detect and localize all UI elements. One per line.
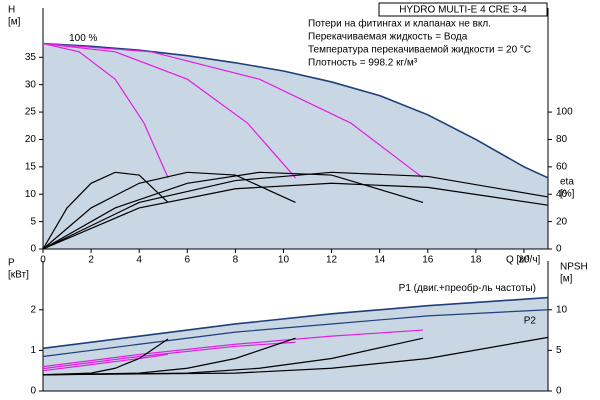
curve bbox=[42, 296, 549, 350]
x-tick-label: 10 bbox=[278, 255, 290, 266]
curve bbox=[42, 341, 296, 370]
x-tick-label: 12 bbox=[326, 255, 338, 266]
series-label: P2 bbox=[524, 315, 537, 326]
x-axis-label: Q [м³/ч] bbox=[506, 255, 541, 266]
x-tick-label: 4 bbox=[136, 255, 142, 266]
y-tick-label: 0 bbox=[30, 386, 36, 397]
y-tick-label: 35 bbox=[25, 52, 37, 63]
curve bbox=[42, 309, 549, 358]
curve bbox=[42, 171, 169, 250]
note: Перекачиваемая жидкость = Вода bbox=[308, 32, 468, 43]
curve bbox=[42, 182, 549, 250]
y2-tick-label: 5 bbox=[556, 345, 562, 356]
curve bbox=[42, 43, 169, 179]
y-tick-label: 30 bbox=[25, 79, 37, 90]
x-tick-label: 2 bbox=[88, 255, 94, 266]
y-tick-label: 10 bbox=[25, 189, 37, 200]
curve bbox=[42, 336, 549, 376]
note: Температура перекачиваемой жидкости = 20… bbox=[308, 45, 531, 56]
y-tick-label: 15 bbox=[25, 161, 37, 172]
curve bbox=[42, 171, 549, 250]
y2-tick-label: 0 bbox=[556, 244, 562, 255]
y-axis-label: P bbox=[8, 258, 15, 269]
y-tick-label: 20 bbox=[25, 134, 37, 145]
y-tick-label: 5 bbox=[30, 216, 36, 227]
curve bbox=[42, 43, 296, 179]
y2-tick-label: 20 bbox=[556, 216, 568, 227]
curve bbox=[42, 43, 424, 179]
chart-title: HYDRO MULTI-E 4 CRE 3-4 bbox=[399, 5, 527, 16]
y2-axis-label: NPSH bbox=[560, 262, 588, 273]
y-tick-label: 25 bbox=[25, 107, 37, 118]
y2-tick-label: 100 bbox=[556, 107, 573, 118]
curve bbox=[42, 42, 549, 179]
speed-label: 100 % bbox=[69, 33, 97, 44]
curve bbox=[42, 353, 169, 372]
y2-tick-label: 0 bbox=[556, 386, 562, 397]
y-axis-label: [кВт] bbox=[8, 270, 29, 281]
operating-area bbox=[43, 297, 548, 391]
y-tick-label: 0 bbox=[30, 244, 36, 255]
x-tick-label: 14 bbox=[374, 255, 386, 266]
title-box bbox=[378, 2, 548, 17]
y2-tick-label: 10 bbox=[556, 304, 568, 315]
x-tick-label: 20 bbox=[518, 255, 530, 266]
curve bbox=[42, 171, 424, 250]
y2-tick-label: 40 bbox=[556, 189, 568, 200]
x-tick-label: 16 bbox=[422, 255, 434, 266]
x-tick-label: 18 bbox=[470, 255, 482, 266]
y2-axis-label: [м] bbox=[560, 274, 573, 285]
x-tick-label: 0 bbox=[40, 255, 46, 266]
y2-axis-label: eta bbox=[560, 177, 574, 188]
y-tick-label: 1 bbox=[30, 345, 36, 356]
y-axis-label: H bbox=[8, 5, 15, 16]
note: Плотность = 998.2 кг/м³ bbox=[308, 58, 418, 69]
y-tick-label: 2 bbox=[30, 304, 36, 315]
x-tick-label: 8 bbox=[233, 255, 239, 266]
operating-area bbox=[43, 43, 548, 250]
note: Потери на фитингах и клапанах не вкл. bbox=[308, 18, 491, 30]
series-label: P1 (двиг.+преобр-ль частоты) bbox=[399, 282, 536, 294]
curve bbox=[42, 329, 423, 368]
y-axis-label: [м] bbox=[8, 17, 21, 28]
y2-tick-label: 60 bbox=[556, 161, 568, 172]
y2-axis-label: [%] bbox=[560, 189, 575, 200]
x-tick-label: 6 bbox=[185, 255, 191, 266]
y2-tick-label: 80 bbox=[556, 134, 568, 145]
